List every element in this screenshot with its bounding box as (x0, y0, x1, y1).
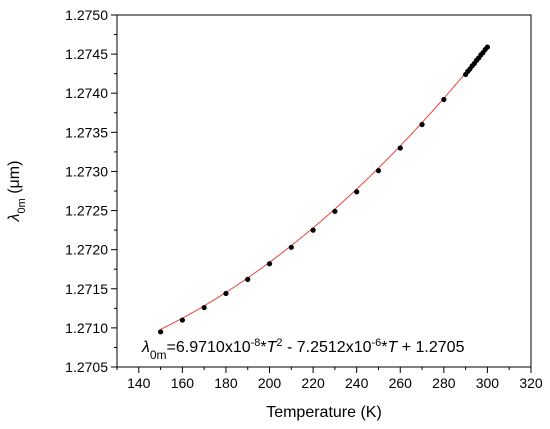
x-tick-label: 160 (171, 375, 195, 391)
data-point (332, 208, 338, 214)
y-tick-label: 1.2735 (65, 124, 108, 140)
data-point (419, 121, 425, 128)
x-tick-label: 180 (214, 375, 238, 391)
data-point (397, 145, 403, 151)
data-point (245, 276, 251, 282)
fit-curve-layer (160, 46, 488, 330)
y-tick-label: 1.2725 (65, 203, 108, 219)
y-tick-label: 1.2745 (65, 46, 108, 62)
y-tick-label: 1.2740 (65, 85, 108, 101)
fit-curve (160, 46, 488, 330)
y-axis: 1.2705 1.2710 1.2715 1.2720 1.2725 1.2730 1.27… (65, 7, 117, 375)
data-point (201, 304, 207, 311)
data-point (266, 261, 273, 267)
x-axis-title: Temperature (K) (266, 404, 382, 421)
data-point (288, 244, 294, 250)
data-point (375, 168, 382, 174)
data-point (354, 189, 360, 195)
data-points (157, 44, 491, 335)
data-point (223, 290, 229, 297)
y-tick-label: 1.2730 (65, 163, 108, 179)
x-tick-label: 260 (389, 375, 413, 391)
y-tick-label: 1.2750 (65, 7, 108, 23)
x-axis: 140 160 180 200 220 240 260 280 300 320 (116, 367, 543, 391)
x-tick-label: 220 (301, 375, 325, 391)
data-point (484, 44, 491, 50)
data-point (179, 317, 185, 323)
y-tick-label: 1.2710 (65, 320, 108, 336)
x-tick-label: 280 (432, 375, 456, 391)
y-tick-label: 1.2715 (65, 281, 108, 297)
x-tick-label: 240 (345, 375, 369, 391)
x-tick-label: 140 (127, 375, 151, 391)
y-tick-label: 1.2720 (65, 242, 108, 258)
data-point (310, 227, 316, 233)
x-tick-label: 320 (519, 375, 543, 391)
x-tick-label: 200 (258, 375, 282, 391)
y-axis-title: λ0m (μm) (6, 161, 28, 223)
y-tick-label: 1.2705 (65, 359, 108, 375)
data-point (441, 96, 447, 103)
fit-equation: λ0m=6.9710x10-8*T2 - 7.2512x10-6*T + 1.2… (141, 337, 465, 362)
x-tick-label: 300 (476, 375, 500, 391)
data-point (157, 329, 164, 335)
